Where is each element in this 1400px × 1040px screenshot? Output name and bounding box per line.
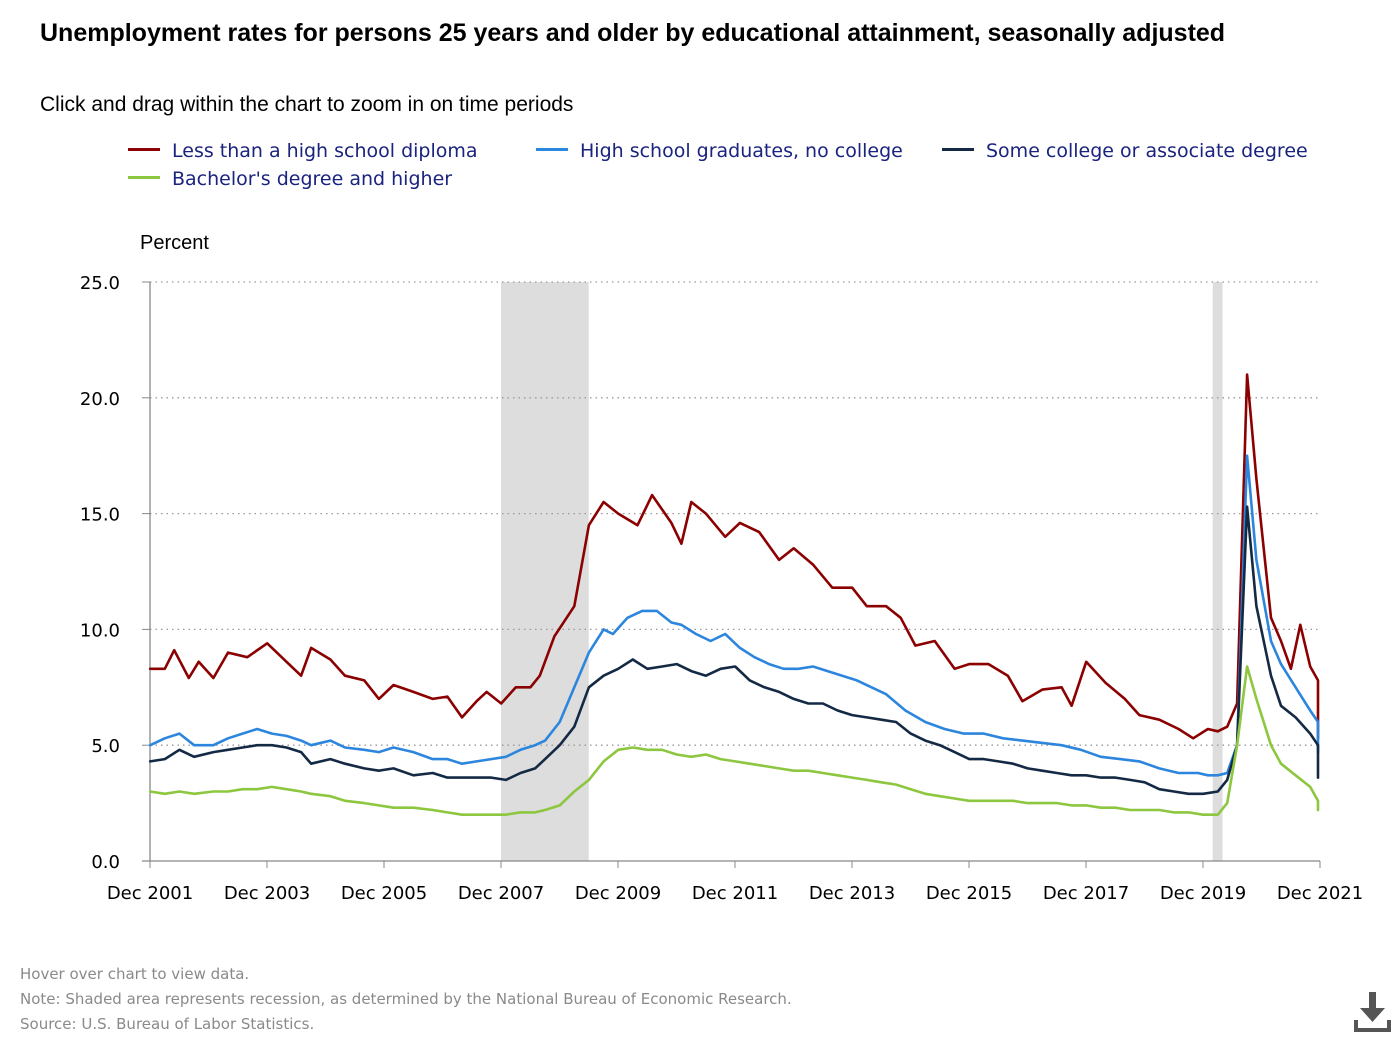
series-lines (148, 373, 1320, 816)
series-line-3 (148, 505, 1320, 796)
series-line-1 (148, 373, 1320, 740)
legend-swatch-green (128, 176, 160, 179)
recession-band-0 (501, 282, 589, 861)
x-tick-label: Dec 2005 (341, 883, 427, 904)
y-tick-label: 20.0 (80, 389, 120, 410)
legend-label: Bachelor's degree and higher (172, 168, 453, 190)
source-note: Source: U.S. Bureau of Labor Statistics. (20, 1015, 315, 1033)
legend-item-high-school-graduates[interactable]: High school graduates, no college (536, 140, 903, 162)
legend-item-less-than-high-school[interactable]: Less than a high school diploma (128, 140, 478, 162)
y-tick-label: 10.0 (80, 620, 120, 641)
recession-shading (501, 282, 1223, 861)
recession-band-1 (1212, 282, 1223, 861)
legend-swatch-blue (536, 148, 568, 151)
x-tick-label: Dec 2013 (809, 883, 895, 904)
recession-note: Note: Shaded area represents recession, … (20, 990, 792, 1008)
x-tick-label: Dec 2017 (1043, 883, 1129, 904)
series-line-2 (148, 454, 1320, 777)
download-icon (1354, 992, 1391, 1032)
y-tick-label: 25.0 (80, 273, 120, 294)
x-tick-label: Dec 2009 (575, 883, 661, 904)
legend-label: Less than a high school diploma (172, 140, 478, 162)
chart-subtitle: Click and drag within the chart to zoom … (40, 93, 574, 116)
axes: 0.0 5.0 10.0 15.0 20.0 25.0 Dec 2001 Dec 2003 De… (80, 273, 1363, 904)
y-tick-label: 5.0 (91, 736, 120, 757)
grid (150, 281, 1320, 746)
x-tick-label: Dec 2007 (458, 883, 544, 904)
legend-label: Some college or associate degree (986, 140, 1308, 162)
chart-plot-area[interactable]: Percent 0.0 5.0 10.0 15.0 20.0 25.0 Dec 2001 De… (0, 220, 1400, 920)
x-tick-label: Dec 2015 (926, 883, 1012, 904)
legend-item-some-college[interactable]: Some college or associate degree (942, 140, 1308, 162)
download-button[interactable] (1352, 990, 1392, 1034)
x-tick-label: Dec 2001 (107, 883, 193, 904)
footer: Hover over chart to view data. Note: Sha… (20, 962, 792, 1037)
x-tick-label: Dec 2019 (1160, 883, 1246, 904)
legend-swatch-navy (942, 148, 974, 151)
y-axis-label: Percent (140, 232, 209, 254)
hover-hint: Hover over chart to view data. (20, 965, 250, 983)
x-tick-label: Dec 2011 (692, 883, 778, 904)
series-line-4 (148, 665, 1320, 816)
x-tick-label: Dec 2021 (1277, 883, 1363, 904)
x-tick-label: Dec 2003 (224, 883, 310, 904)
legend-swatch-red (128, 148, 160, 151)
chart-title: Unemployment rates for persons 25 years … (40, 19, 1226, 47)
legend-item-bachelors[interactable]: Bachelor's degree and higher (128, 168, 452, 190)
y-tick-label: 15.0 (80, 505, 120, 526)
legend-label: High school graduates, no college (580, 140, 903, 162)
y-tick-label: 0.0 (91, 852, 120, 873)
